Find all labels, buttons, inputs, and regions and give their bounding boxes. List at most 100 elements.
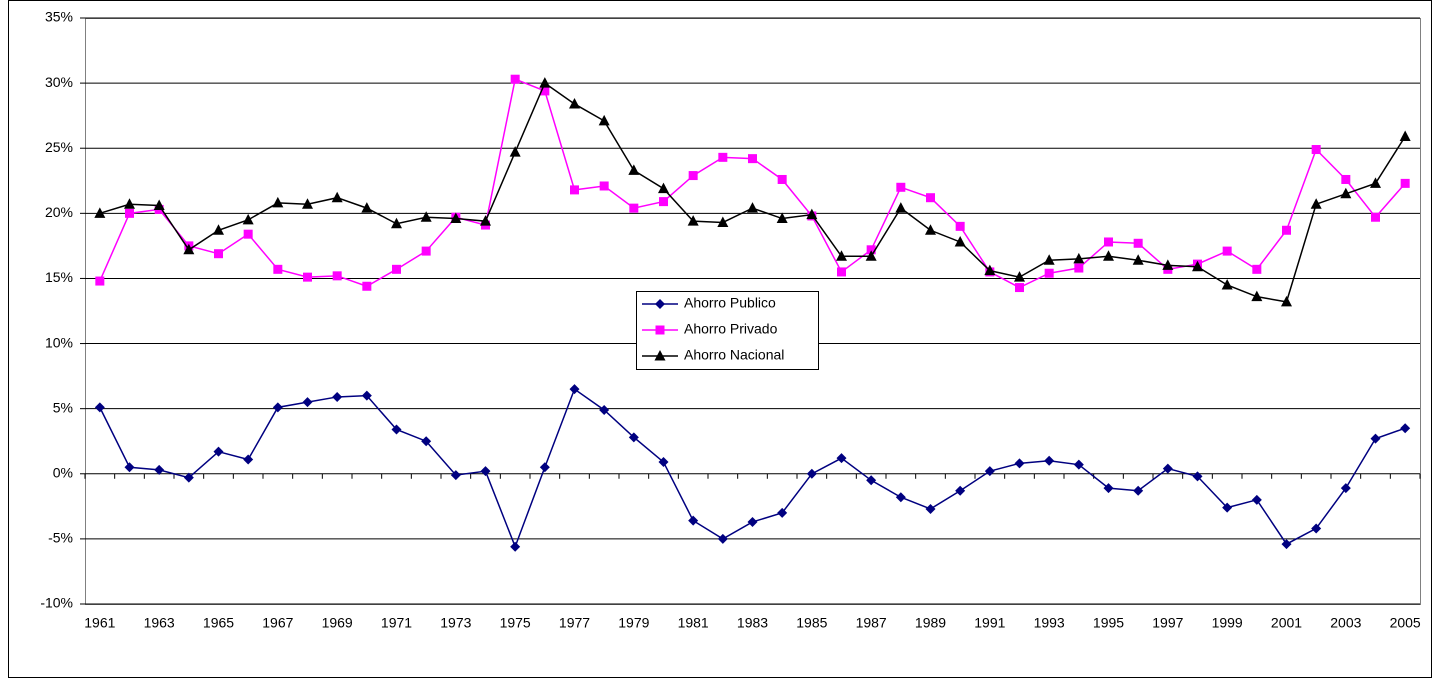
marker [509,146,521,157]
x-tick-label: 1985 [796,615,827,631]
marker [628,164,640,175]
marker [1103,483,1114,494]
marker [866,475,877,486]
marker [273,264,283,274]
marker [1281,539,1292,550]
marker [391,217,402,229]
x-tick-label: 1991 [974,615,1005,631]
marker [955,485,966,496]
y-tick-label: -5% [48,530,73,546]
marker [926,193,935,203]
marker [331,191,343,203]
x-tick-label: 1973 [440,615,471,631]
marker [124,198,135,209]
x-tick-label: 1987 [856,615,887,631]
marker [1044,455,1055,466]
marker [777,507,788,518]
marker [1370,433,1381,444]
marker [539,462,550,473]
x-tick-label: 1995 [1093,615,1124,631]
marker [1015,283,1024,293]
marker [361,202,373,213]
marker [599,404,610,415]
marker [1044,268,1054,278]
marker [420,211,432,222]
x-tick-label: 1993 [1034,615,1065,631]
marker [836,250,847,261]
marker [866,245,876,255]
marker [1073,252,1085,264]
marker [777,174,787,184]
marker [1132,254,1144,265]
y-tick-label: 20% [45,204,73,220]
marker [94,402,105,413]
marker [450,212,462,224]
marker [717,533,728,544]
y-tick-label: 15% [45,269,73,285]
x-tick-label: 1997 [1152,615,1183,631]
y-tick-label: 10% [45,334,73,350]
marker [272,402,283,413]
marker [1074,263,1084,273]
y-tick-label: 30% [45,74,73,90]
legend-label: Ahorro Nacional [684,347,784,363]
marker [806,208,818,220]
marker [1043,254,1055,265]
x-tick-label: 1971 [381,615,412,631]
legend-label: Ahorro Privado [684,321,778,337]
marker [243,229,253,239]
marker [1222,246,1232,256]
marker [688,515,699,526]
x-tick-label: 2001 [1271,615,1302,631]
marker [984,264,996,276]
marker [569,97,580,109]
marker [747,202,758,213]
marker [391,424,402,435]
x-tick-label: 1979 [618,615,649,631]
marker [1340,187,1352,199]
marker [1310,198,1322,209]
marker [392,264,401,274]
marker [1340,483,1351,494]
marker [480,215,491,226]
marker [1371,212,1380,222]
marker [1014,458,1025,469]
x-tick-label: 2005 [1390,615,1421,631]
marker [896,182,906,192]
marker [688,171,698,181]
marker [242,213,254,225]
marker [1073,459,1084,470]
marker [480,466,491,477]
marker [1341,174,1351,184]
marker [94,207,106,218]
marker [183,243,195,255]
marker [361,390,372,401]
marker [124,462,135,473]
y-tick-label: 0% [53,464,73,480]
marker [925,503,936,514]
marker [658,182,669,194]
marker [302,198,313,209]
marker [1251,494,1262,505]
marker [539,77,551,88]
marker [243,454,254,465]
marker [1192,260,1203,272]
y-tick-label: 25% [45,139,73,155]
marker [837,267,846,277]
x-tick-label: 2003 [1330,615,1361,631]
marker [1221,278,1233,290]
x-tick-label: 1963 [144,615,175,631]
marker [1400,178,1410,188]
marker [154,464,165,475]
x-tick-label: 1967 [262,615,293,631]
marker [540,86,550,96]
marker [1162,463,1173,474]
marker [654,350,666,361]
marker [332,271,342,281]
marker [629,203,639,213]
marker [655,325,665,335]
marker [865,250,877,261]
marker [954,235,966,247]
marker [1370,177,1381,188]
